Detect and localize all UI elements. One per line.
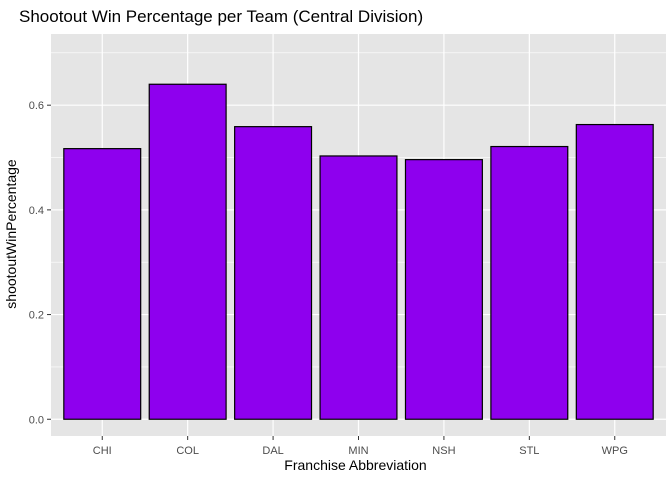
bar-chi: [63, 148, 142, 420]
y-tick-label: 0.6: [29, 100, 44, 112]
bar-nsh: [404, 159, 483, 420]
x-tick-label: NSH: [432, 445, 455, 457]
y-tick-label: 0.0: [29, 414, 44, 426]
y-tick-label: 0.4: [29, 205, 44, 217]
x-tick-label: CHI: [93, 445, 112, 457]
bar-min: [319, 155, 398, 420]
y-tick-label: 0.2: [29, 310, 44, 322]
bar-dal: [234, 126, 313, 420]
y-axis: 0.0 0.2 0.4 0.6: [29, 100, 51, 426]
x-tick-label: COL: [176, 445, 199, 457]
x-tick-label: STL: [519, 445, 539, 457]
y-axis-title: shootoutWinPercentage: [3, 159, 19, 309]
x-tick-label: WPG: [602, 445, 628, 457]
bar-stl: [490, 145, 569, 420]
x-tick-label: MIN: [348, 445, 368, 457]
x-axis-title: Franchise Abbreviation: [284, 457, 426, 473]
bars: [63, 83, 654, 420]
bar-col: [148, 83, 227, 420]
x-axis: CHI COL DAL MIN NSH STL WPG: [93, 436, 628, 457]
chart-title: Shootout Win Percentage per Team (Centra…: [19, 7, 423, 26]
x-tick-label: DAL: [262, 445, 283, 457]
bar-wpg: [575, 123, 654, 420]
